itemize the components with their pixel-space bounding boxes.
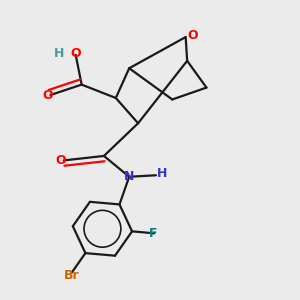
Text: H: H [54, 47, 64, 60]
Text: O: O [56, 154, 66, 167]
Text: O: O [42, 88, 53, 101]
Text: Br: Br [64, 269, 80, 282]
Text: O: O [70, 47, 81, 60]
Text: F: F [148, 227, 157, 240]
Text: N: N [124, 170, 134, 183]
Text: O: O [188, 29, 198, 42]
Text: H: H [157, 167, 167, 180]
